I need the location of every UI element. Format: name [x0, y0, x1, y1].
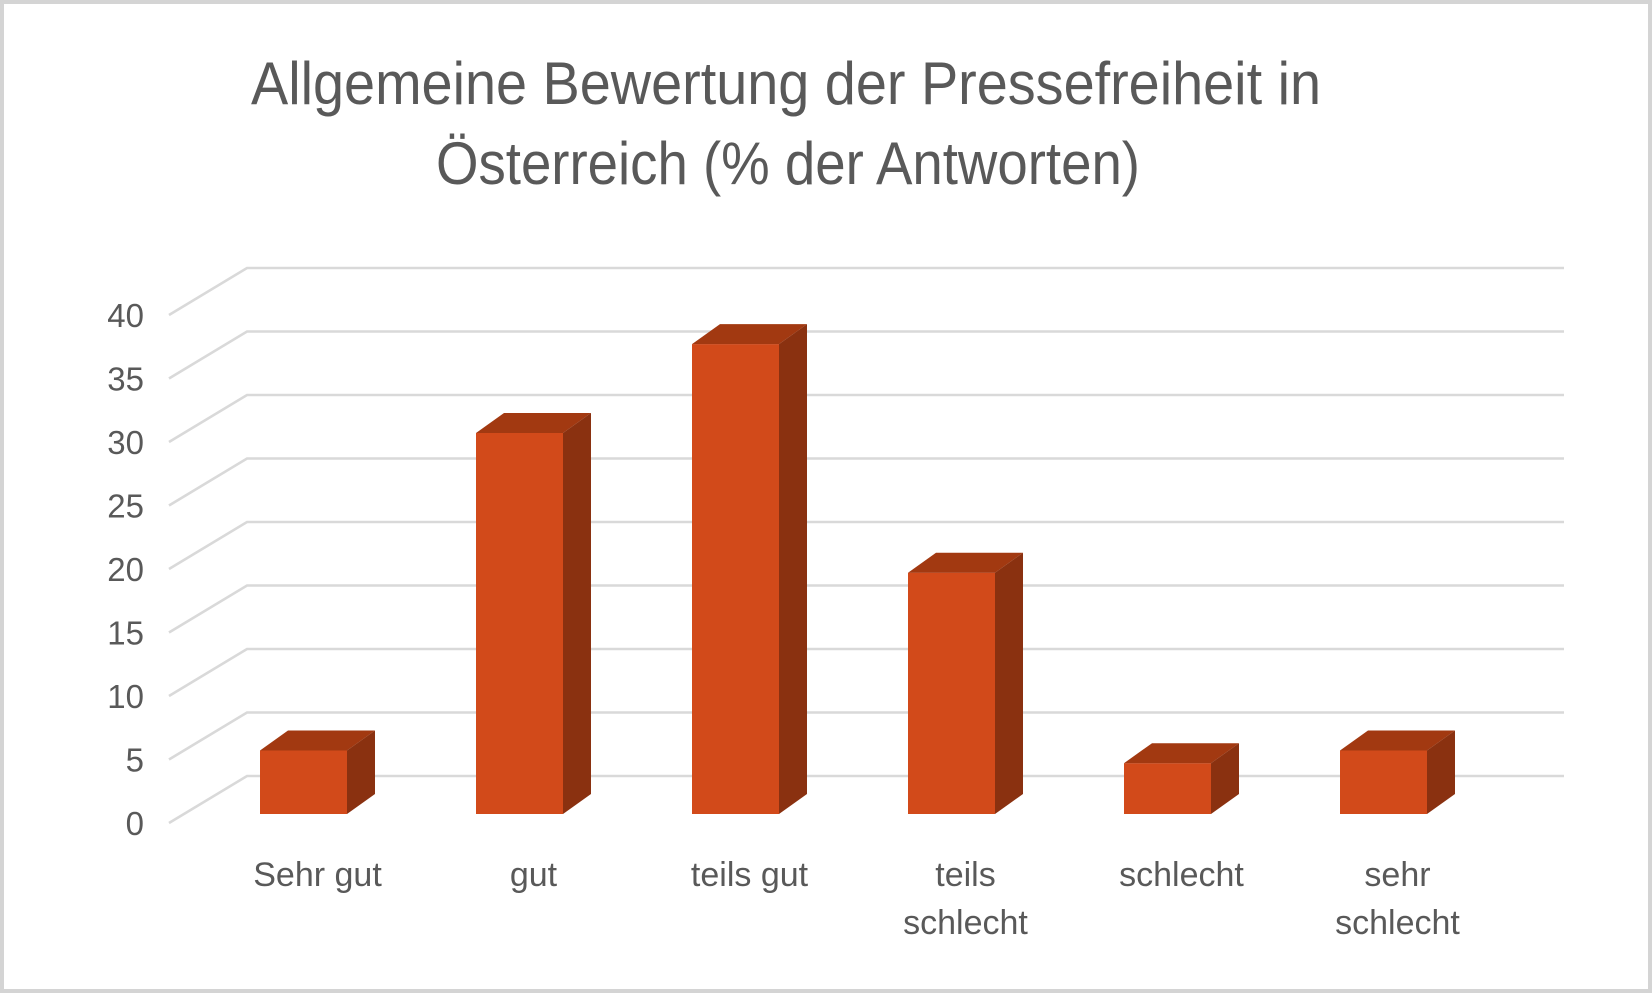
- chart-title-line2: Österreich (% der Antworten): [436, 130, 1140, 197]
- bar-front-Sehr gut: [260, 750, 347, 814]
- y-axis-tick-0: 0: [126, 805, 144, 842]
- gridline-5: [168, 711, 1564, 761]
- bar-side-Sehr gut: [347, 730, 375, 814]
- bar-front-teils schlecht: [908, 572, 995, 814]
- y-axis-tick-30: 30: [107, 424, 144, 461]
- gridline-40: [168, 266, 1564, 317]
- y-axis-tick-35: 35: [107, 361, 144, 398]
- bar-side-schlecht: [1211, 743, 1239, 814]
- bar-top-gut: [476, 413, 591, 433]
- gridline-30: [168, 393, 1564, 444]
- y-axis-tick-15: 15: [107, 615, 144, 652]
- y-axis-tick-40: 40: [107, 297, 144, 334]
- x-axis-label-teils schlecht-line2: schlecht: [903, 904, 1028, 942]
- bar-side-teils gut: [779, 324, 807, 814]
- bar-front-teils gut: [692, 344, 779, 814]
- gridline-35: [168, 330, 1564, 380]
- bar-top-teils gut: [692, 324, 807, 345]
- x-axis-label-Sehr gut: Sehr gut: [253, 856, 382, 894]
- x-axis-label-schlecht: schlecht: [1119, 856, 1244, 894]
- bar-side-sehr schlecht: [1427, 730, 1455, 814]
- bar-front-sehr schlecht: [1340, 750, 1427, 814]
- bar-top-schlecht: [1124, 743, 1239, 764]
- x-axis-label-sehr schlecht: sehr: [1364, 856, 1430, 894]
- gridline-20: [168, 520, 1564, 571]
- bar-side-teils schlecht: [995, 552, 1023, 814]
- x-axis-label-teils schlecht: teils: [935, 856, 995, 894]
- y-axis-tick-5: 5: [126, 742, 144, 779]
- bar-front-gut: [476, 433, 563, 814]
- y-axis-tick-20: 20: [107, 551, 144, 588]
- gridline-15: [168, 584, 1564, 634]
- x-axis-label-gut: gut: [510, 856, 558, 894]
- bar-top-Sehr gut: [260, 730, 375, 751]
- x-axis-label-teils gut: teils gut: [691, 856, 809, 894]
- y-axis-tick-10: 10: [107, 678, 144, 715]
- x-axis-label-sehr schlecht-line2: schlecht: [1335, 904, 1460, 942]
- gridline-10: [168, 647, 1564, 698]
- gridline-25: [168, 457, 1564, 507]
- y-axis-tick-25: 25: [107, 488, 144, 525]
- bar-top-teils schlecht: [908, 552, 1023, 573]
- pressefreiheit-3d-bar-chart: 0 5 10 15 20 25 30 35 40 Sehr gut gut teils gut teil…: [107, 50, 1564, 942]
- bar-top-sehr schlecht: [1340, 730, 1455, 751]
- bar-side-gut: [563, 413, 591, 814]
- chart-title-line1: Allgemeine Bewertung der Pressefreiheit …: [251, 50, 1321, 117]
- bar-front-schlecht: [1124, 763, 1211, 814]
